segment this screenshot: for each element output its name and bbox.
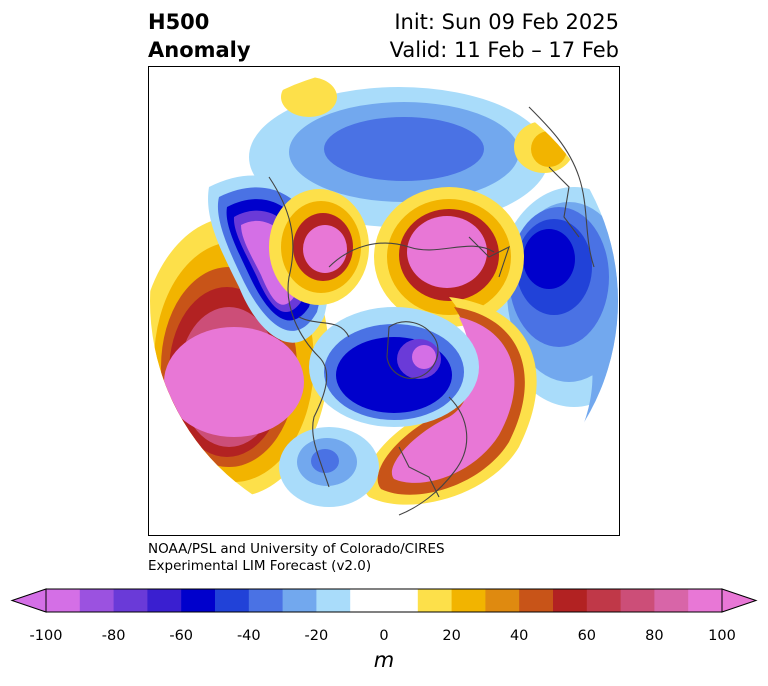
colorbar-bin xyxy=(46,589,81,612)
colorbar-tick-label: 20 xyxy=(442,628,461,644)
colorbar-tick-label: -40 xyxy=(236,628,261,644)
colorbar-tick-label: 80 xyxy=(645,628,664,644)
colorbar-bin xyxy=(485,589,520,612)
credit-line-2: Experimental LIM Forecast (v2.0) xyxy=(148,558,372,574)
colorbar-unit: m xyxy=(373,648,395,672)
valid-date: Valid: 11 Feb – 17 Feb xyxy=(389,38,619,62)
colorbar-tick-label: -100 xyxy=(29,628,63,644)
colorbar-bin xyxy=(215,589,250,612)
colorbar-bin xyxy=(316,589,351,612)
title-line-2: Anomaly xyxy=(148,38,251,62)
colorbar-tick-label: 100 xyxy=(708,628,736,644)
colorbar-bin xyxy=(451,589,486,612)
positive-anomaly-siberia xyxy=(374,187,524,327)
colorbar-tick-label: 0 xyxy=(379,628,389,644)
colorbar-tick-label: -20 xyxy=(304,628,329,644)
negative-anomaly-europe xyxy=(494,187,618,407)
colorbar-bins xyxy=(46,589,723,612)
coastlines xyxy=(268,106,595,516)
colorbar-over-arrow xyxy=(721,588,758,613)
colorbar-bin xyxy=(620,589,655,612)
colorbar-bin xyxy=(688,589,723,612)
colorbar-bin xyxy=(147,589,182,612)
forecast-dates: Init: Sun 09 Feb 2025 Valid: 11 Feb – 17… xyxy=(390,8,619,64)
colorbar-outline xyxy=(45,588,723,613)
colorbar-bin xyxy=(350,589,419,612)
colorbar-bin xyxy=(553,589,588,612)
colorbar-bin xyxy=(282,589,317,612)
colorbar-bin xyxy=(181,589,216,612)
colorbar-bin xyxy=(654,589,689,612)
colorbar-bin xyxy=(113,589,148,612)
credit-line-1: NOAA/PSL and University of Colorado/CIRE… xyxy=(148,541,445,557)
colorbar-bin xyxy=(519,589,554,612)
credit-text: NOAA/PSL and University of Colorado/CIRE… xyxy=(148,541,445,575)
colorbar-tick-label: 40 xyxy=(509,628,529,644)
positive-anomaly-greenland xyxy=(269,189,369,305)
colorbar-tick-label: 60 xyxy=(577,628,597,644)
negative-anomaly-westus xyxy=(279,427,379,507)
anomaly-field xyxy=(150,67,618,535)
colorbar-under-arrow xyxy=(10,588,47,613)
init-date: Init: Sun 09 Feb 2025 xyxy=(394,10,619,34)
plot-title: H500 Anomaly xyxy=(148,8,251,64)
colorbar-bin xyxy=(248,589,284,612)
colorbar-bin xyxy=(79,589,115,612)
colorbar xyxy=(10,588,758,613)
title-line-1: H500 xyxy=(148,10,210,34)
anomaly-map xyxy=(150,67,618,535)
map-panel xyxy=(148,66,620,536)
colorbar-tick-label: -80 xyxy=(101,628,126,644)
colorbar-bin xyxy=(586,589,622,612)
colorbar-tick-label: -60 xyxy=(169,628,194,644)
colorbar-bin xyxy=(417,589,453,612)
